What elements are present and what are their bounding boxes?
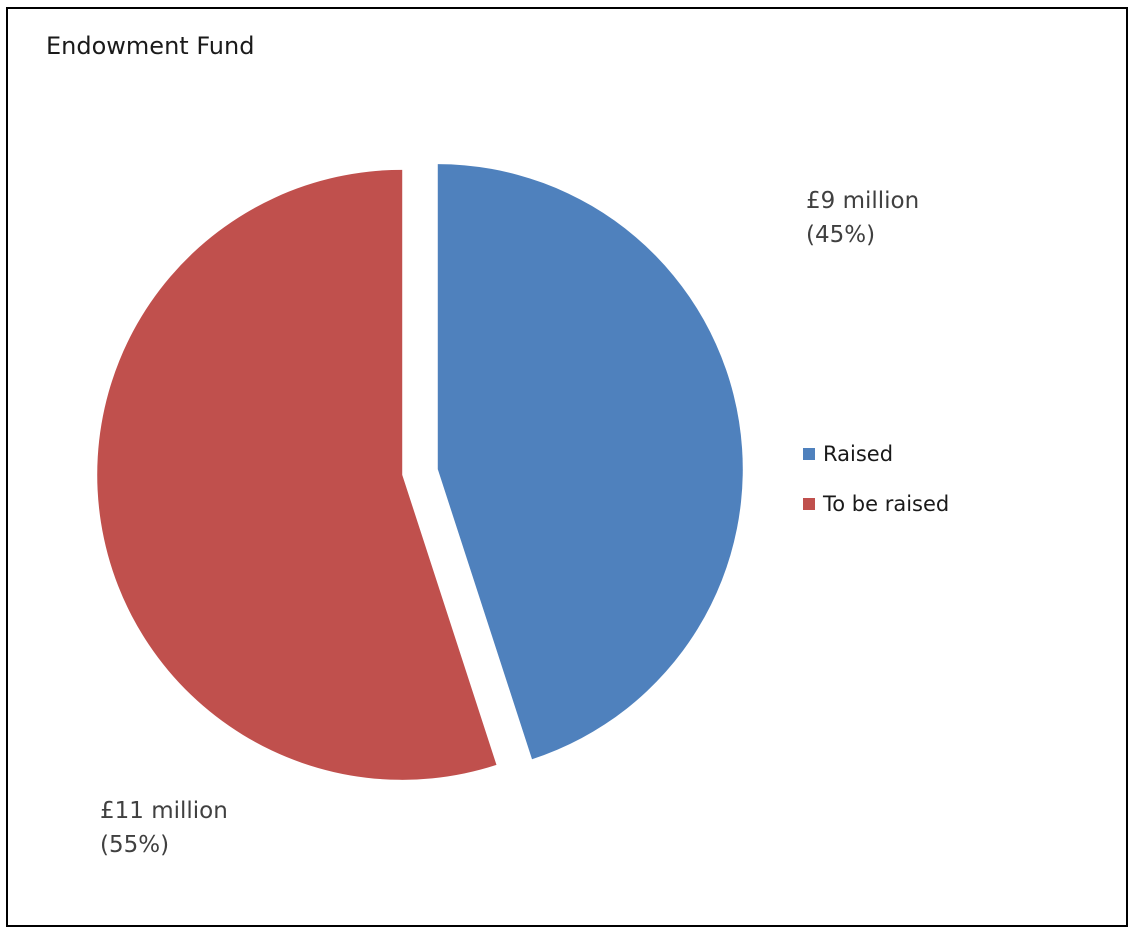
- legend-swatch-raised: [803, 448, 815, 460]
- pie-slice-to-be-raised: [97, 169, 497, 780]
- chart-legend: Raised To be raised: [803, 437, 949, 537]
- data-label-raised-percent: (45%): [806, 222, 876, 248]
- legend-item-to-be-raised: To be raised: [803, 487, 949, 521]
- data-label-to-be-raised-amount: £11 million: [100, 798, 228, 824]
- data-label-to-be-raised-percent: (55%): [100, 832, 170, 858]
- data-label-raised: £9 million (45%): [806, 184, 919, 252]
- legend-item-raised: Raised: [803, 437, 949, 471]
- data-label-raised-amount: £9 million: [806, 188, 920, 214]
- legend-label-to-be-raised: To be raised: [823, 492, 950, 516]
- data-label-to-be-raised: £11 million (55%): [100, 794, 228, 862]
- legend-label-raised: Raised: [823, 442, 894, 466]
- chart-title: Endowment Fund: [46, 32, 255, 60]
- legend-swatch-to-be-raised: [803, 498, 815, 510]
- pie-slice-raised: [437, 164, 743, 760]
